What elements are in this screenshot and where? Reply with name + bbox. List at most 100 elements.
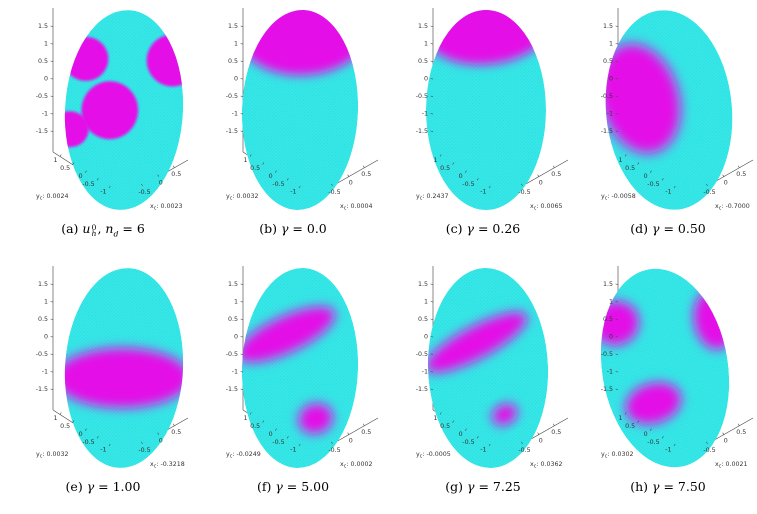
x-tick: [738, 423, 740, 426]
caption-f: (f) γ = 5.00: [190, 479, 380, 494]
math-base: u: [82, 221, 91, 236]
gamma-symbol: γ: [652, 479, 660, 494]
x-tick: [706, 183, 708, 187]
y-tick: [298, 185, 301, 189]
y-tick: [464, 428, 467, 431]
z-tick-label: -1.5: [226, 128, 238, 135]
gamma-value: 7.50: [677, 479, 706, 494]
y-tick: [488, 185, 491, 189]
math-sub: h: [91, 229, 97, 239]
x-tick-label: -0.5: [138, 447, 150, 454]
y-tick-label: -1: [290, 447, 296, 454]
gamma-value: 0.26: [492, 221, 521, 236]
x-tick: [706, 441, 708, 445]
y-tick-label: -0.5: [462, 181, 474, 188]
z-tick-label: 1: [424, 299, 428, 306]
y-tick: [673, 185, 676, 189]
y-tick: [637, 420, 640, 423]
z-tick: [615, 25, 619, 27]
y-tick: [661, 436, 664, 439]
y-tick-label: 0: [79, 431, 83, 438]
subplot-d: 1.5 1 0.5 0 -0.5 -1 -1.5 1 0.5 0 -0.5 -1 -0.5 0 0.5 yc:…: [565, 4, 755, 252]
gamma-symbol: γ: [275, 479, 283, 494]
z-tick: [430, 336, 434, 338]
z-tick-label: 0: [234, 334, 238, 341]
z-tick: [615, 113, 619, 115]
z-tick: [430, 95, 434, 97]
y-tick: [452, 420, 455, 423]
x-tick-label: -0.5: [328, 189, 340, 196]
caption-b: (b) γ = 0.0: [190, 221, 380, 236]
x-tick: [553, 423, 555, 426]
z-tick: [430, 130, 434, 132]
z-tick-label: -1.5: [601, 386, 613, 393]
tick-labels: 1.510.50-0.5-1-1.510.50-0.5-1 -0.500.5yc:…: [226, 23, 373, 212]
z-tick-label: 0.5: [418, 58, 428, 65]
x-tick-label: 0.5: [361, 171, 371, 178]
y-tick: [286, 178, 289, 181]
z-tick: [240, 130, 244, 132]
z-tick-label: 1.5: [228, 281, 238, 288]
z-tick: [615, 95, 619, 97]
y-tick-label: 0.5: [625, 423, 635, 430]
y-tick-label: 0.5: [625, 165, 635, 172]
z-tick-label: 1.5: [418, 281, 428, 288]
y-tick: [661, 178, 664, 181]
z-tick: [430, 371, 434, 373]
y-tick-label: -0.5: [647, 439, 659, 446]
surface-plot-f: 1.510.50-0.5-1-1.510.50-0.5-1 -0.500.5yc:…: [226, 266, 379, 470]
y-center-label: yc: 0.0024: [36, 193, 69, 202]
z-tick-label: 0: [44, 334, 48, 341]
y-tick: [673, 443, 676, 447]
y-center-label: yc: -0.0058: [601, 193, 636, 202]
y-tick-label: 1: [618, 415, 622, 422]
math-sep: ,: [97, 221, 106, 236]
z-tick: [240, 388, 244, 390]
x-tick-label: 0: [724, 438, 728, 445]
mesh-overlay: [427, 268, 549, 468]
z-tick: [240, 336, 244, 338]
subplot-a: 1.5 1 0.5 0 -0.5 -1 -1.5 1 0.5 0 -0.5 -1 -0.5 0 0.5 yc:…: [0, 4, 190, 252]
x-tick-label: 0: [159, 438, 163, 445]
tick-labels: 1.510.50-0.5-1-1.510.50-0.5-1 -0.500.5yc:…: [226, 281, 373, 470]
z-tick: [240, 371, 244, 373]
y-tick: [262, 420, 265, 423]
z-tick-label: -0.5: [226, 93, 238, 100]
tick-labels: 1.510.50-0.5-1-1.510.50-0.5-1 -0.500.5yc:…: [416, 23, 563, 212]
z-tick: [430, 353, 434, 355]
gamma-symbol: γ: [466, 221, 474, 236]
gamma-symbol: γ: [467, 479, 475, 494]
z-tick: [240, 95, 244, 97]
y-center-label: yc: -0.0005: [416, 451, 451, 460]
y-tick: [649, 428, 652, 431]
x-tick: [363, 165, 365, 168]
y-tick-label: 1: [433, 157, 437, 164]
y-tick-label: 0: [269, 431, 273, 438]
z-tick: [615, 60, 619, 62]
x-tick: [331, 441, 333, 445]
z-tick-label: 1.5: [38, 23, 48, 30]
gamma-eq: =: [94, 479, 113, 494]
surface-plot-b: 1.510.50-0.5-1-1.510.50-0.5-1 -0.500.5yc:…: [226, 8, 379, 212]
x-tick: [157, 174, 160, 177]
x-tick: [537, 174, 540, 177]
x-tick: [521, 441, 523, 445]
y-tick-label: -0.5: [82, 439, 94, 446]
gamma-eq: =: [474, 479, 493, 494]
x-tick-label: 0: [159, 180, 163, 187]
y-tick-label: -1: [480, 189, 486, 196]
z-tick: [615, 388, 619, 390]
y-tick: [274, 170, 277, 173]
x-tick-label: 0.5: [171, 429, 181, 436]
gamma-value: 1.00: [112, 479, 141, 494]
z-tick-label: 0.5: [228, 316, 238, 323]
x-tick: [553, 165, 555, 168]
tick-labels: 1.510.50-0.5-1-1.510.50-0.5-1 -0.500.5yc:…: [36, 23, 183, 212]
x-tick-label: 0.5: [736, 171, 746, 178]
z-tick-label: 1: [424, 41, 428, 48]
gamma-symbol: γ: [280, 221, 289, 236]
z-tick-label: 0: [609, 334, 613, 341]
y-tick: [84, 170, 87, 173]
math-sup: 0: [91, 223, 97, 233]
